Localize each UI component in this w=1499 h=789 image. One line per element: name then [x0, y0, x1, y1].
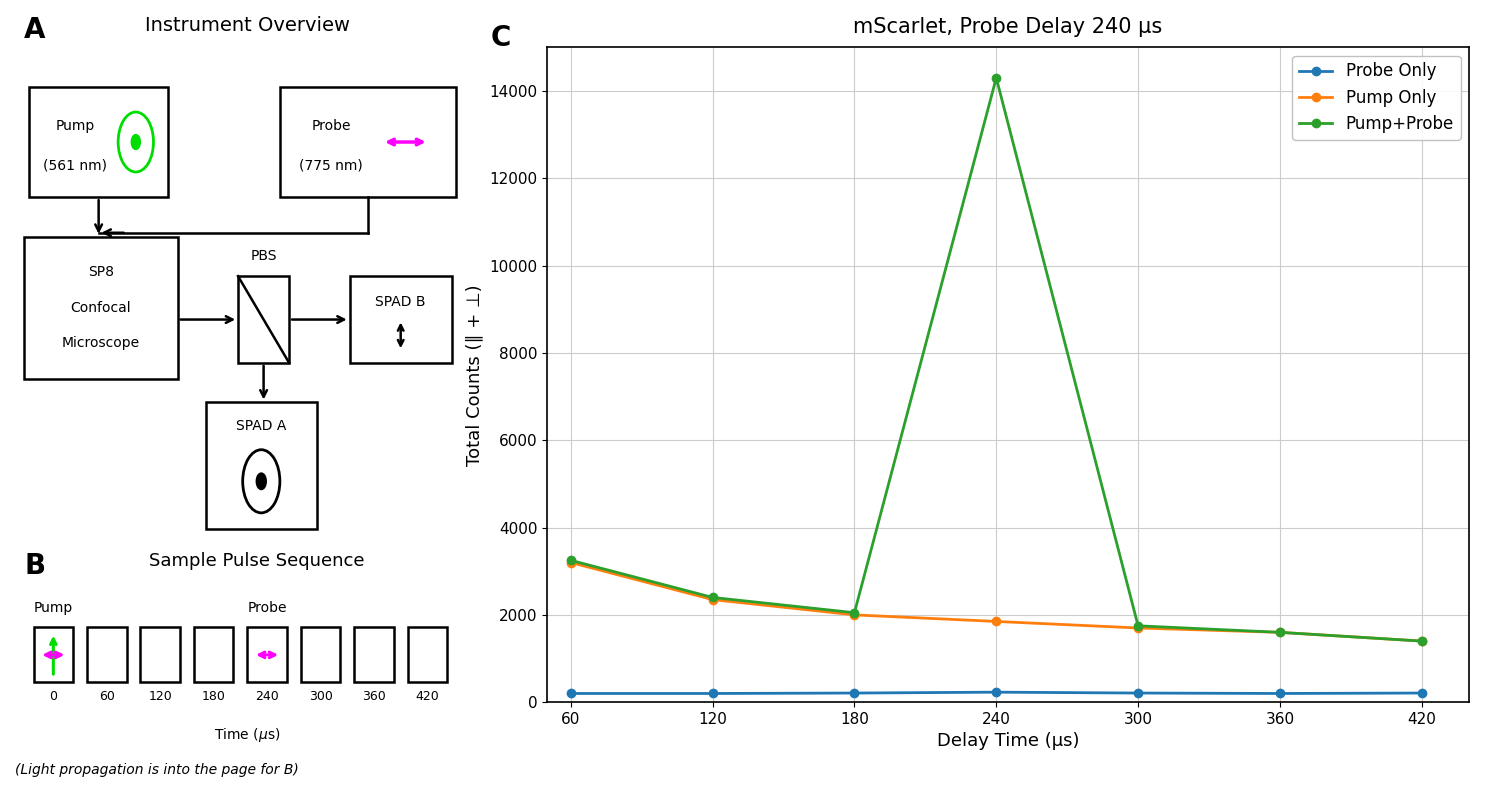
Title: mScarlet, Probe Delay 240 μs: mScarlet, Probe Delay 240 μs: [853, 17, 1163, 37]
Text: Instrument Overview: Instrument Overview: [145, 16, 349, 35]
Pump Only: [703, 595, 721, 604]
Pump+Probe: [988, 73, 1006, 83]
Text: SPAD A: SPAD A: [235, 419, 286, 433]
Text: 120: 120: [148, 690, 172, 703]
Text: B: B: [24, 552, 45, 580]
Pump+Probe: [1129, 621, 1147, 630]
Text: 240: 240: [255, 690, 279, 703]
Legend: Probe Only, Pump Only, Pump+Probe: Probe Only, Pump Only, Pump+Probe: [1292, 56, 1460, 140]
Pump+Probe: [1412, 637, 1430, 646]
Text: Microscope: Microscope: [61, 336, 139, 350]
Circle shape: [256, 473, 265, 489]
Line: Pump Only: Pump Only: [567, 559, 1426, 645]
Pump Only: [988, 617, 1006, 626]
Text: 420: 420: [415, 690, 439, 703]
Pump+Probe: [1271, 627, 1289, 637]
Pump Only: [1271, 627, 1289, 637]
Text: (Light propagation is into the page for B): (Light propagation is into the page for …: [15, 763, 298, 777]
Probe Only: [1271, 689, 1289, 698]
Bar: [280, 87, 456, 197]
Bar: [354, 627, 394, 682]
Text: Pump: Pump: [33, 601, 73, 615]
Probe Only: [703, 689, 721, 698]
Pump Only: [1412, 637, 1430, 646]
Text: C: C: [490, 24, 511, 51]
Pump Only: [562, 558, 580, 567]
Text: 360: 360: [363, 690, 385, 703]
Text: SP8: SP8: [88, 265, 114, 279]
Bar: [247, 627, 286, 682]
Text: PBS: PBS: [250, 249, 277, 264]
X-axis label: Delay Time (μs): Delay Time (μs): [937, 732, 1079, 750]
Text: (561 nm): (561 nm): [43, 159, 108, 173]
Bar: [205, 402, 318, 529]
Bar: [24, 237, 178, 379]
Text: Pump: Pump: [55, 119, 94, 133]
Text: 180: 180: [202, 690, 225, 703]
Y-axis label: Total Counts (∥ + ⊥): Total Counts (∥ + ⊥): [466, 284, 484, 466]
Bar: [193, 627, 234, 682]
Line: Probe Only: Probe Only: [567, 688, 1426, 697]
Circle shape: [243, 450, 280, 513]
Bar: [141, 627, 180, 682]
Probe Only: [988, 687, 1006, 697]
Pump Only: [845, 610, 863, 619]
Text: Probe: Probe: [312, 119, 351, 133]
Text: 300: 300: [309, 690, 333, 703]
Pump+Probe: [845, 608, 863, 618]
Text: A: A: [24, 16, 46, 43]
Text: Confocal: Confocal: [70, 301, 132, 315]
Bar: [408, 627, 447, 682]
Probe Only: [562, 689, 580, 698]
Bar: [238, 276, 289, 363]
Bar: [349, 276, 451, 363]
Pump Only: [1129, 623, 1147, 633]
Text: 60: 60: [99, 690, 115, 703]
Probe Only: [1129, 688, 1147, 697]
Bar: [301, 627, 340, 682]
Text: SPAD B: SPAD B: [375, 295, 426, 309]
Text: Probe: Probe: [247, 601, 286, 615]
Circle shape: [132, 135, 139, 149]
Text: Sample Pulse Sequence: Sample Pulse Sequence: [148, 552, 364, 570]
Probe Only: [845, 688, 863, 697]
Pump+Probe: [562, 555, 580, 565]
Text: Time ($\mu$s): Time ($\mu$s): [214, 726, 280, 744]
Probe Only: [1412, 688, 1430, 697]
Text: (775 nm): (775 nm): [300, 159, 363, 173]
Bar: [87, 627, 126, 682]
Text: 0: 0: [49, 690, 57, 703]
Bar: [33, 627, 73, 682]
Line: Pump+Probe: Pump+Probe: [567, 73, 1426, 645]
Circle shape: [118, 112, 153, 172]
Bar: [28, 87, 168, 197]
Pump+Probe: [703, 593, 721, 602]
